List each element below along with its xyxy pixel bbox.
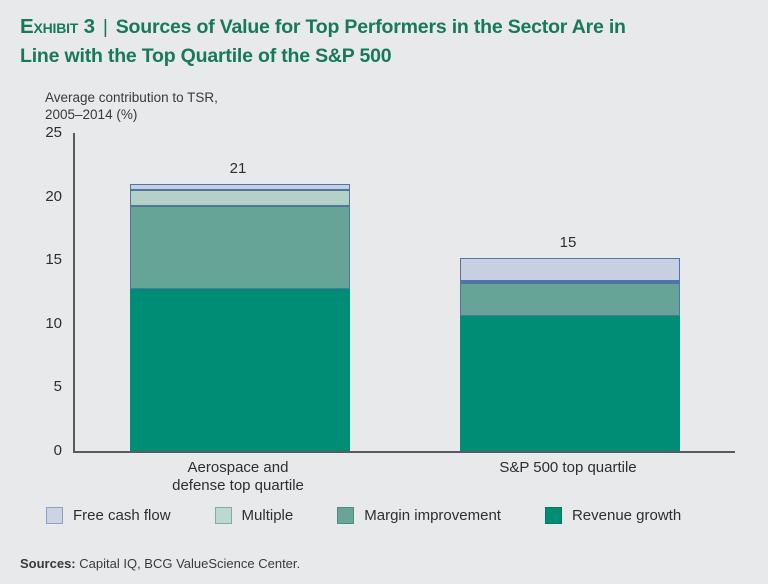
title-separator: | [102,16,108,38]
segment-free-cash-flow [130,183,350,191]
y-tick-label-5: 5 [53,378,62,396]
y-tick-label-10: 10 [45,314,62,332]
axis-title-line2: 2005–2014 (%) [45,107,138,122]
exhibit-title-line2: Line with the Top Quartile of the S&P 50… [20,45,392,67]
legend-item-margin-improvement: Margin improvement [337,507,501,524]
axis-title: Average contribution to TSR, 2005–2014 (… [45,89,218,123]
segment-free-cash-flow [460,257,680,281]
sources-label: Sources: [20,556,76,571]
title-text-part1: Sources of Value for Top Performers in t… [115,16,626,38]
legend-label: Revenue growth [571,507,682,524]
legend-label: Multiple [241,507,294,524]
plot-area [73,133,735,453]
legend-swatch-icon [337,507,355,524]
y-tick-label-20: 20 [45,187,62,205]
exhibit-number: Exhibit 3 [20,15,95,38]
y-tick-label-0: 0 [53,442,62,459]
legend-swatch-icon [46,507,63,524]
segment-revenue-growth [130,289,350,451]
sources-note: Sources: Capital IQ, BCG ValueScience Ce… [20,556,300,571]
legend-swatch-icon [214,507,232,524]
x-category-label: Aerospace and defense top quartile [172,459,304,494]
segment-margin-improvement [130,205,350,290]
segment-revenue-growth [460,316,680,451]
legend-label: Margin improvement [364,507,501,524]
y-tick-label-25: 25 [45,124,62,141]
x-category-label: S&P 500 top quartile [499,459,637,476]
exhibit-title: Exhibit 3 | Sources of Value for Top Perfo… [20,12,760,71]
legend: Free cash flow Multiple Margin improvement… [46,507,681,524]
bar-total-label: 15 [559,233,577,251]
exhibit-title-line1: Exhibit 3 | Sources of Value for Top Perfo… [20,12,760,42]
segment-multiple [130,190,350,206]
legend-item-revenue-growth: Revenue growth [544,507,682,524]
bar-total-label: 21 [229,159,247,177]
legend-swatch-icon [544,507,562,524]
axis-title-line1: Average contribution to TSR, [45,90,218,105]
legend-label: Free cash flow [73,507,171,524]
segment-multiple [460,280,680,284]
legend-item-free-cash-flow: Free cash flow [46,507,171,524]
segment-margin-improvement [460,283,680,317]
y-tick-label-15: 15 [45,251,62,269]
sources-text: Capital IQ, BCG ValueScience Center. [79,556,301,571]
legend-item-multiple: Multiple [214,507,294,524]
